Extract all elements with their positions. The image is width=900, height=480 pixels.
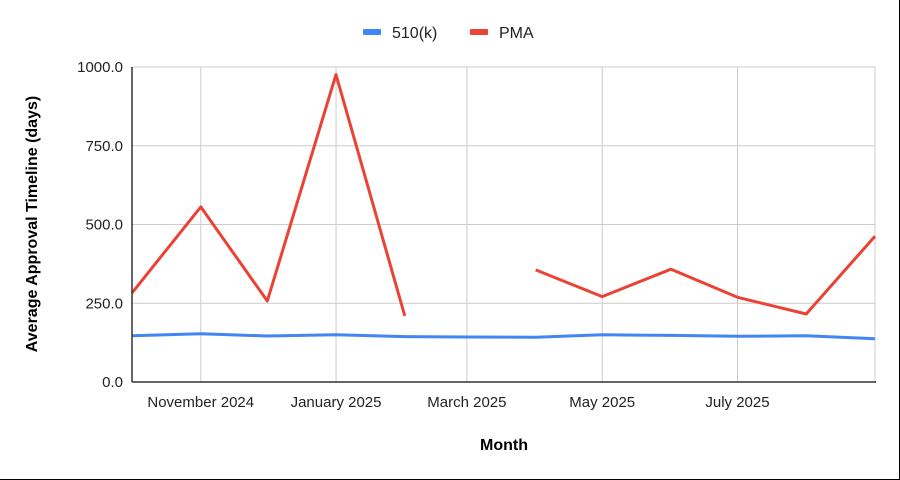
x-tick-label: July 2025 xyxy=(705,394,769,411)
series-lines xyxy=(130,73,877,341)
y-tick-label: 0.0 xyxy=(102,374,123,391)
y-axis-ticks: 0.0 250.0 500.0 750.0 1000.0 xyxy=(77,59,123,391)
y-tick-label: 500.0 xyxy=(85,217,123,234)
gridlines xyxy=(132,66,876,382)
legend: 510(k) PMA xyxy=(363,25,534,42)
x-tick-label: November 2024 xyxy=(147,394,254,411)
x-tick-label: May 2025 xyxy=(569,394,635,411)
series-line-510k xyxy=(131,332,876,341)
legend-swatch-510k xyxy=(363,29,381,35)
legend-label-510k: 510(k) xyxy=(392,25,437,42)
legend-swatch-pma xyxy=(470,29,488,35)
x-tick-label: January 2025 xyxy=(291,394,382,411)
y-tick-label: 750.0 xyxy=(85,138,123,155)
x-axis-title: Month xyxy=(480,437,528,454)
y-axis-title: Average Approval Timeline (days) xyxy=(24,96,41,352)
x-axis-ticks: November 2024 January 2025 March 2025 May 2… xyxy=(147,394,769,411)
series-line-pma xyxy=(130,73,407,317)
y-tick-label: 1000.0 xyxy=(77,59,123,76)
x-tick-label: March 2025 xyxy=(427,394,506,411)
legend-label-pma: PMA xyxy=(499,25,534,42)
y-tick-label: 250.0 xyxy=(85,295,123,312)
series-line-pma xyxy=(535,235,877,316)
